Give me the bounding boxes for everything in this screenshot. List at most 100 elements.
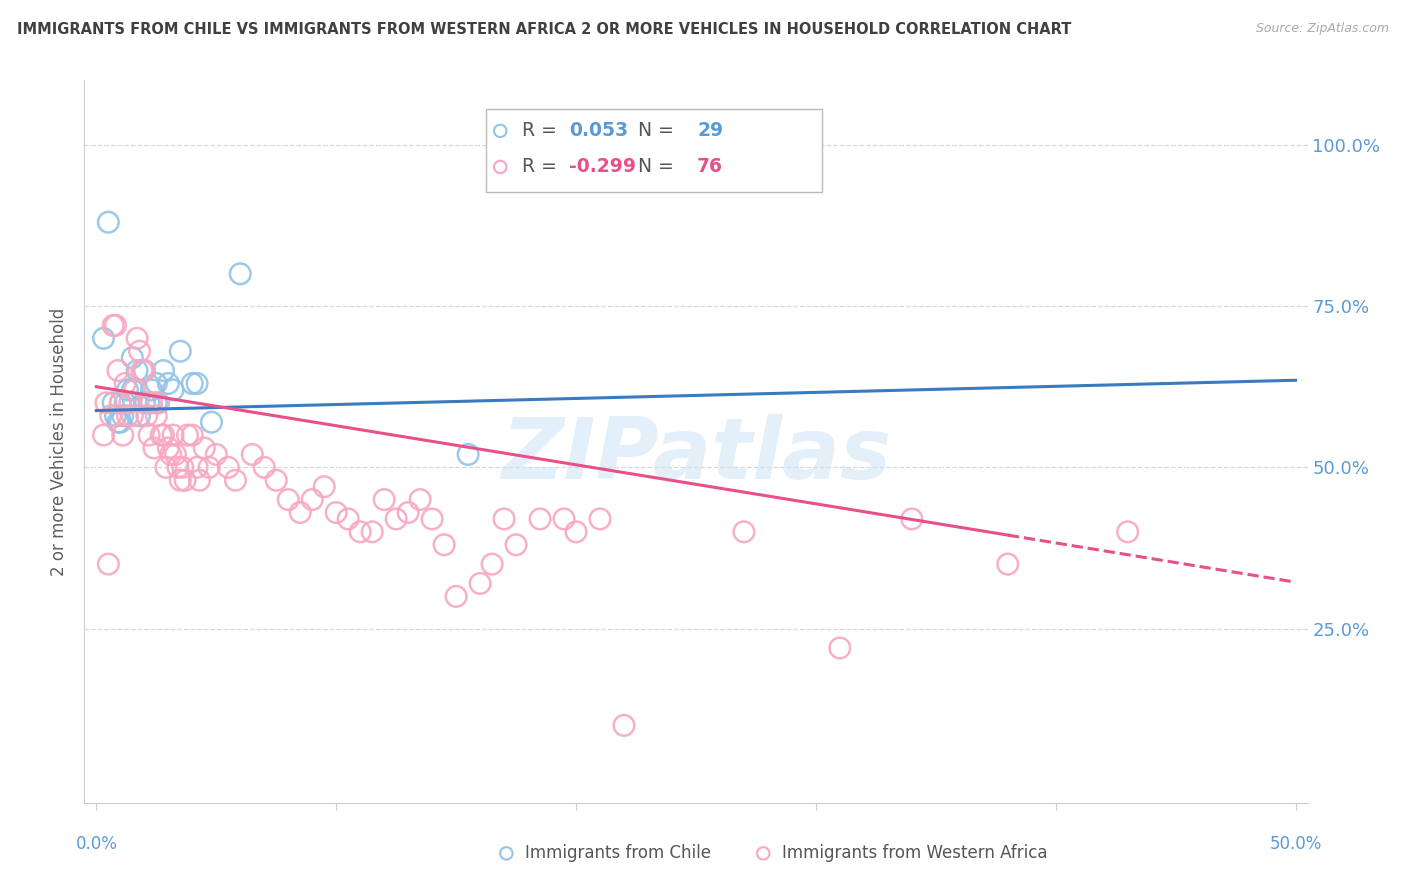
Point: [301, 492, 323, 507]
Point: [361, 524, 384, 539]
Point: [494, 512, 516, 526]
Point: [100, 409, 122, 423]
Point: [135, 409, 157, 423]
Point: [373, 492, 395, 507]
Point: [349, 524, 371, 539]
Point: [167, 460, 190, 475]
Text: N =: N =: [626, 158, 681, 177]
Point: [912, 828, 935, 842]
Point: [97, 557, 120, 571]
Point: [217, 460, 239, 475]
Point: [186, 460, 208, 475]
Point: [165, 447, 187, 461]
Point: [121, 383, 143, 397]
Text: 50.0%: 50.0%: [1270, 835, 1322, 854]
Point: [828, 640, 851, 655]
Point: [93, 331, 115, 345]
Point: [325, 506, 347, 520]
Point: [104, 409, 127, 423]
Point: [162, 383, 184, 397]
Point: [174, 473, 197, 487]
Point: [733, 524, 755, 539]
Point: [444, 590, 467, 604]
Point: [188, 473, 211, 487]
Point: [117, 383, 139, 397]
Point: [229, 267, 252, 281]
Point: [169, 344, 191, 359]
Point: [141, 396, 163, 410]
Point: [420, 512, 443, 526]
Point: [110, 415, 132, 429]
Point: [396, 506, 419, 520]
Point: [240, 447, 263, 461]
Point: [94, 396, 117, 410]
Point: [314, 480, 336, 494]
Point: [131, 363, 153, 377]
Text: ZIPatlas: ZIPatlas: [501, 415, 891, 498]
Point: [124, 383, 146, 397]
Point: [142, 441, 165, 455]
Point: [110, 396, 132, 410]
Point: [186, 376, 208, 391]
Text: 0.053: 0.053: [569, 121, 628, 140]
Text: Immigrants from Western Africa: Immigrants from Western Africa: [782, 845, 1047, 863]
Point: [134, 363, 156, 377]
Point: [481, 557, 503, 571]
Point: [117, 409, 139, 423]
Point: [141, 383, 163, 397]
Point: [553, 512, 575, 526]
Text: IMMIGRANTS FROM CHILE VS IMMIGRANTS FROM WESTERN AFRICA 2 OR MORE VEHICLES IN HO: IMMIGRANTS FROM CHILE VS IMMIGRANTS FROM…: [17, 22, 1071, 37]
Point: [205, 447, 228, 461]
Point: [253, 460, 276, 475]
Point: [901, 183, 924, 197]
Point: [114, 376, 136, 391]
Point: [565, 524, 588, 539]
Y-axis label: 2 or more Vehicles in Household: 2 or more Vehicles in Household: [51, 308, 69, 575]
Point: [148, 396, 170, 410]
Point: [134, 363, 156, 377]
Point: [97, 215, 120, 229]
Point: [613, 718, 636, 732]
Point: [385, 512, 408, 526]
Text: -0.299: -0.299: [569, 158, 636, 177]
Point: [155, 460, 177, 475]
Point: [121, 409, 143, 423]
Point: [150, 428, 173, 442]
Point: [193, 441, 215, 455]
Point: [127, 331, 149, 345]
Point: [157, 441, 180, 455]
Point: [505, 538, 527, 552]
Point: [128, 409, 150, 423]
FancyBboxPatch shape: [485, 109, 823, 193]
Text: 76: 76: [697, 158, 723, 177]
Point: [107, 415, 129, 429]
Point: [224, 473, 246, 487]
Point: [901, 215, 924, 229]
Point: [110, 396, 132, 410]
Point: [107, 363, 129, 377]
Point: [997, 557, 1019, 571]
Point: [529, 512, 551, 526]
Point: [93, 428, 115, 442]
Point: [118, 396, 141, 410]
Point: [101, 396, 124, 410]
Point: [172, 460, 194, 475]
Text: Source: ZipAtlas.com: Source: ZipAtlas.com: [1256, 22, 1389, 36]
Point: [145, 376, 167, 391]
Point: [290, 506, 312, 520]
Text: R =: R =: [522, 121, 564, 140]
Point: [104, 318, 127, 333]
Point: [152, 363, 174, 377]
Point: [198, 460, 221, 475]
Point: [121, 351, 143, 365]
Text: 0.0%: 0.0%: [76, 835, 117, 854]
Point: [157, 376, 180, 391]
Point: [176, 428, 198, 442]
Point: [134, 396, 156, 410]
Point: [181, 428, 204, 442]
Point: [159, 447, 181, 461]
Point: [101, 318, 124, 333]
Point: [181, 376, 204, 391]
Point: [457, 447, 479, 461]
Point: [277, 492, 299, 507]
